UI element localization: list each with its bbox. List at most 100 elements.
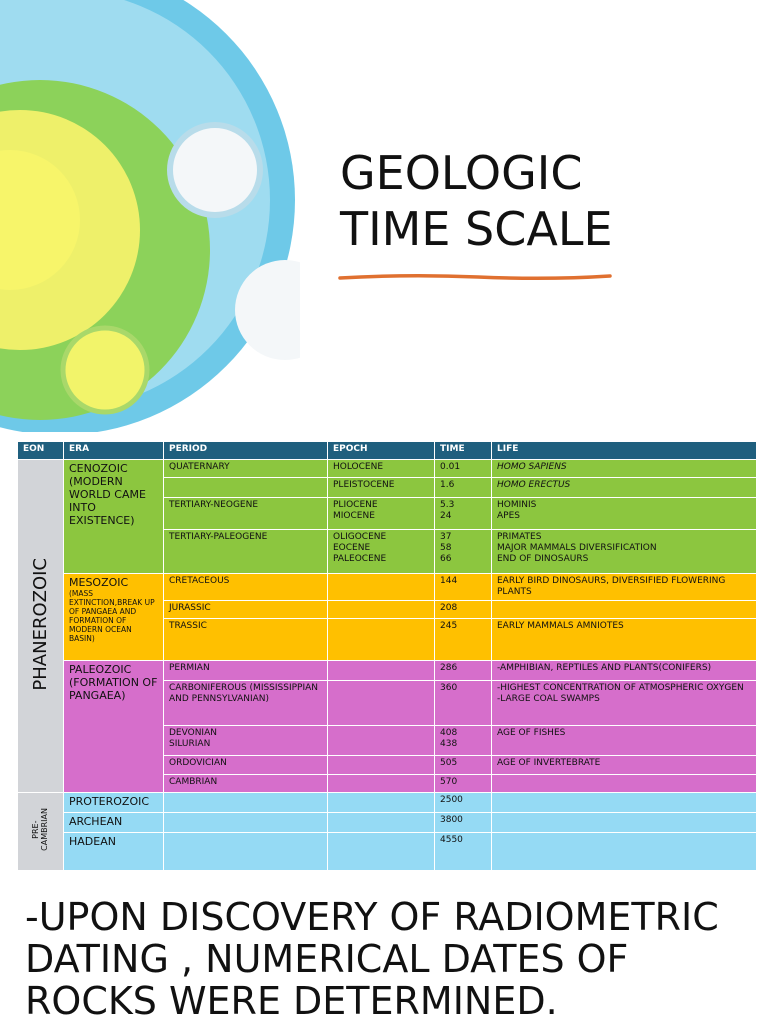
- column-header: ERA: [63, 441, 164, 460]
- epoch-cell: [327, 755, 435, 775]
- life-cell: AGE OF FISHES: [491, 725, 757, 756]
- period-cell: CARBONIFEROUS (MISSISSIPPIAN AND PENNSYL…: [163, 680, 328, 726]
- era-label: MESOZOIC: [69, 576, 129, 589]
- time-cell: 144: [434, 573, 492, 601]
- era-label: CENOZOIC (MODERN WORLD CAME INTO EXISTEN…: [69, 462, 146, 527]
- epoch-cell: [327, 725, 435, 756]
- life-cell: -AMPHIBIAN, REPTILES AND PLANTS(CONIFERS…: [491, 660, 757, 681]
- table-row: ORDOVICIAN 505 AGE OF INVERTEBRATE: [18, 755, 757, 775]
- period-cell: TERTIARY-NEOGENE: [163, 497, 328, 530]
- table-row: TERTIARY-PALEOGENE OLIGOCENE EOCENE PALEO…: [18, 529, 757, 574]
- table-row: ARCHEAN 3800: [18, 812, 757, 833]
- life-cell: [491, 600, 757, 619]
- table-row: DEVONIAN SILURIAN 408 438 AGE OF FISHES: [18, 725, 757, 756]
- table-row: TRASSIC 245 EARLY MAMMALS AMNIOTES: [18, 618, 757, 661]
- time-cell: 245: [434, 618, 492, 661]
- period-cell: CRETACEOUS: [163, 573, 328, 601]
- table-row: CARBONIFEROUS (MISSISSIPPIAN AND PENNSYL…: [18, 680, 757, 726]
- time-cell: 4550: [434, 832, 492, 871]
- table-row: PALEOZOIC (FORMATION OF PANGAEA) PERMIAN 2…: [18, 660, 757, 793]
- eon-cell: PRE- CAMBRIAN: [17, 792, 64, 871]
- era-cell: PALEOZOIC (FORMATION OF PANGAEA): [63, 660, 164, 793]
- epoch-cell: PLEISTOCENE: [327, 477, 435, 498]
- era-label: ARCHEAN: [69, 815, 123, 828]
- epoch-cell: [327, 573, 435, 601]
- life-cell: EARLY BIRD DINOSAURS, DIVERSIFIED FLOWER…: [491, 573, 757, 601]
- life-cell: [491, 832, 757, 871]
- period-cell: DEVONIAN SILURIAN: [163, 725, 328, 756]
- eon-cell: PHANEROZOIC: [17, 459, 64, 793]
- footer-text: -UPON DISCOVERY OF RADIOMETRIC DATING , N…: [25, 896, 719, 1022]
- life-cell: [491, 812, 757, 833]
- period-cell: PERMIAN: [163, 660, 328, 681]
- epoch-cell: OLIGOCENE EOCENE PALEOCENE: [327, 529, 435, 574]
- time-cell: 3800: [434, 812, 492, 833]
- epoch-cell: [327, 812, 435, 833]
- title-underline: [338, 273, 612, 281]
- epoch-cell: [327, 618, 435, 661]
- era-cell: ARCHEAN: [63, 812, 164, 833]
- period-cell: ORDOVICIAN: [163, 755, 328, 775]
- era-note: (MASS EXTINCTION,BREAK UP OF PANGAEA AND…: [69, 589, 155, 643]
- epoch-cell: [327, 660, 435, 681]
- life-cell: [491, 774, 757, 793]
- time-cell: 408 438: [434, 725, 492, 756]
- period-cell: [163, 792, 328, 813]
- eon-label: PRE- CAMBRIAN: [30, 808, 49, 851]
- life-cell: PRIMATES MAJOR MAMMALS DIVERSIFICATION E…: [491, 529, 757, 574]
- table-row: PRE- CAMBRIAN PROTEROZOIC 2500: [17, 792, 757, 871]
- time-cell: 37 58 66: [434, 529, 492, 574]
- table-row: MESOZOIC (MASS EXTINCTION,BREAK UP OF PAN…: [18, 573, 757, 661]
- column-header: EON: [17, 441, 64, 460]
- time-cell: 360: [434, 680, 492, 726]
- column-header: LIFE: [491, 441, 757, 460]
- time-cell: 2500: [434, 792, 492, 813]
- era-cell: CENOZOIC (MODERN WORLD CAME INTO EXISTEN…: [63, 459, 164, 574]
- era-label: PALEOZOIC (FORMATION OF PANGAEA): [69, 663, 158, 702]
- footer-line: ROCKS WERE DETERMINED.: [25, 979, 558, 1023]
- table-row: HADEAN 4550: [18, 832, 757, 871]
- life-cell: AGE OF INVERTEBRATE: [491, 755, 757, 775]
- time-cell: 1.6: [434, 477, 492, 498]
- column-header: PERIOD: [163, 441, 328, 460]
- time-cell: 505: [434, 755, 492, 775]
- epoch-cell: HOLOCENE: [327, 459, 435, 478]
- period-cell: CAMBRIAN: [163, 774, 328, 793]
- period-cell: TRASSIC: [163, 618, 328, 661]
- epoch-cell: [327, 832, 435, 871]
- epoch-cell: PLIOCENE MIOCENE: [327, 497, 435, 530]
- era-cell: HADEAN: [63, 832, 164, 871]
- epoch-cell: [327, 792, 435, 813]
- period-cell: TERTIARY-PALEOGENE: [163, 529, 328, 574]
- time-cell: 286: [434, 660, 492, 681]
- footer-line: -UPON DISCOVERY OF RADIOMETRIC: [25, 895, 719, 939]
- time-cell: 208: [434, 600, 492, 619]
- life-cell: [491, 792, 757, 813]
- life-cell: EARLY MAMMALS AMNIOTES: [491, 618, 757, 661]
- era-label: PROTEROZOIC: [69, 795, 150, 808]
- column-header: EPOCH: [327, 441, 435, 460]
- life-cell: HOMINIS APES: [491, 497, 757, 530]
- epoch-cell: [327, 680, 435, 726]
- life-cell: HOMO ERECTUS: [491, 477, 757, 498]
- eon-label: PHANEROZOIC: [29, 557, 51, 691]
- footer-line: DATING , NUMERICAL DATES OF: [25, 937, 629, 981]
- era-cell: PROTEROZOIC: [63, 792, 164, 813]
- time-scale-table: EON ERA PERIOD EPOCH TIME LIFE PHANEROZOIC CEN…: [17, 441, 757, 871]
- period-cell: JURASSIC: [163, 600, 328, 619]
- time-cell: 570: [434, 774, 492, 793]
- life-cell: HOMO SAPIENS: [491, 459, 757, 478]
- period-cell: [163, 477, 328, 498]
- epoch-cell: [327, 600, 435, 619]
- column-header: TIME: [434, 441, 492, 460]
- period-cell: [163, 832, 328, 871]
- era-cell: MESOZOIC (MASS EXTINCTION,BREAK UP OF PAN…: [63, 573, 164, 661]
- title: GEOLOGIC TIME SCALE: [340, 146, 613, 256]
- time-cell: 5.3 24: [434, 497, 492, 530]
- protractor-photo: [0, 0, 300, 432]
- era-label: HADEAN: [69, 835, 116, 848]
- period-cell: [163, 812, 328, 833]
- table-row: TERTIARY-NEOGENE PLIOCENE MIOCENE 5.3 24 HO…: [18, 497, 757, 530]
- table-row: PHANEROZOIC CENOZOIC (MODERN WORLD CAME I…: [17, 459, 757, 793]
